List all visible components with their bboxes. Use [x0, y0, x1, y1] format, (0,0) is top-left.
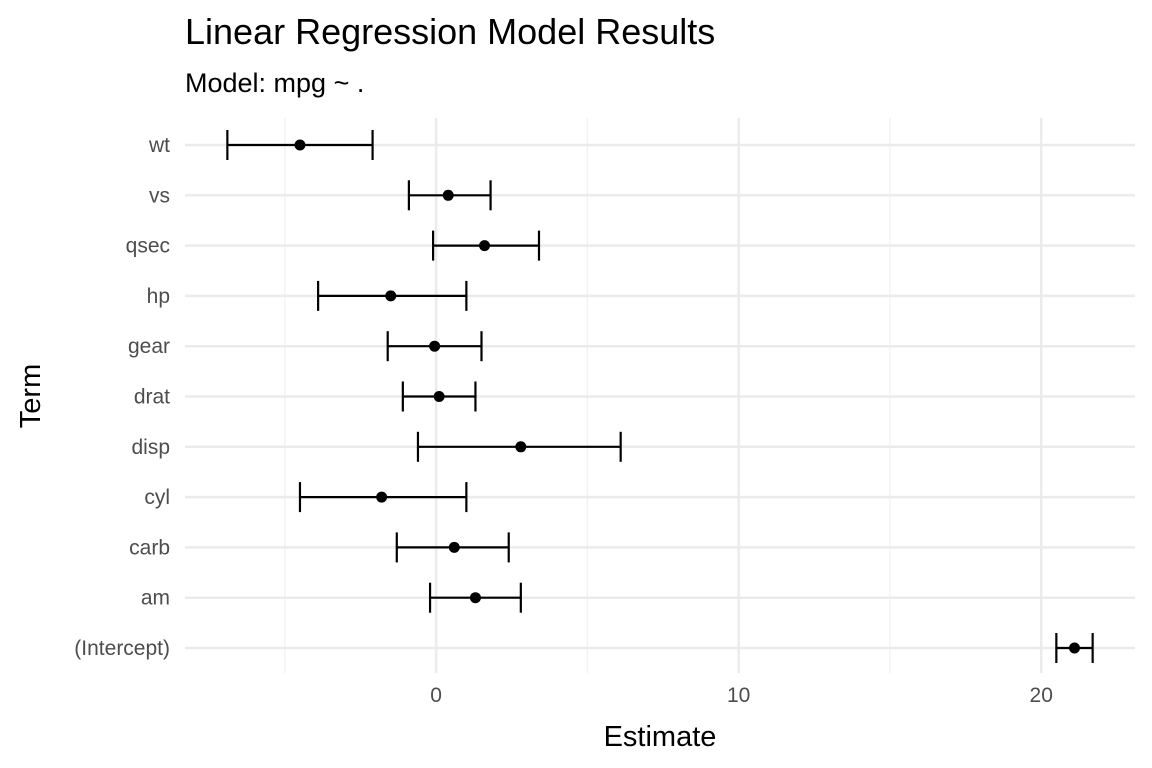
error-bar-carb	[395, 532, 510, 563]
y-tick-label: hp	[147, 285, 170, 308]
y-tick-label: carb	[129, 536, 170, 559]
error-bar-qsec	[431, 230, 541, 261]
estimate-point	[469, 592, 481, 604]
estimate-point	[1068, 642, 1080, 654]
estimate-point	[448, 541, 460, 553]
estimate-point	[515, 441, 527, 453]
error-bar-intercept	[1055, 633, 1094, 663]
x-axis-title: Estimate	[604, 721, 717, 753]
estimate-point	[385, 290, 397, 302]
y-tick-label: vs	[149, 184, 170, 207]
estimate-point	[433, 391, 445, 402]
estimate-point	[442, 189, 454, 201]
y-tick-label: qsec	[126, 235, 170, 258]
y-tick-label: wt	[148, 134, 170, 157]
y-tick-label: am	[141, 587, 170, 610]
estimate-point	[294, 139, 306, 151]
error-bar-cyl	[298, 482, 468, 513]
error-bar-am	[428, 582, 522, 613]
chart-subtitle: Model: mpg ~ .	[185, 68, 364, 98]
error-bar-drat	[401, 381, 477, 412]
y-tick-label: drat	[134, 386, 170, 409]
error-bar-gear	[386, 331, 483, 362]
y-axis-tick-labels: (Intercept) am carb cyl disp drat gear hp qsec vs…	[74, 134, 170, 660]
y-tick-label: disp	[131, 436, 170, 459]
y-tick-label: cyl	[144, 486, 170, 509]
y-tick-label: (Intercept)	[74, 637, 170, 660]
x-tick-label: 20	[1030, 684, 1053, 707]
grid	[185, 118, 1135, 673]
y-tick-label: gear	[128, 335, 170, 358]
error-bar-disp	[416, 431, 622, 462]
estimate-point	[429, 340, 441, 352]
x-tick-label: 10	[727, 684, 750, 707]
error-bar-wt	[226, 130, 374, 160]
estimate-point	[376, 491, 388, 503]
estimate-point	[479, 240, 491, 252]
error-bar-vs	[407, 180, 492, 211]
chart-title: Linear Regression Model Results	[185, 11, 715, 52]
error-bars	[226, 130, 1094, 663]
x-axis-tick-labels: 0 10 20	[430, 684, 1053, 707]
x-tick-label: 0	[430, 684, 442, 707]
error-bar-hp	[317, 280, 468, 311]
y-axis-title: Term	[15, 364, 47, 428]
